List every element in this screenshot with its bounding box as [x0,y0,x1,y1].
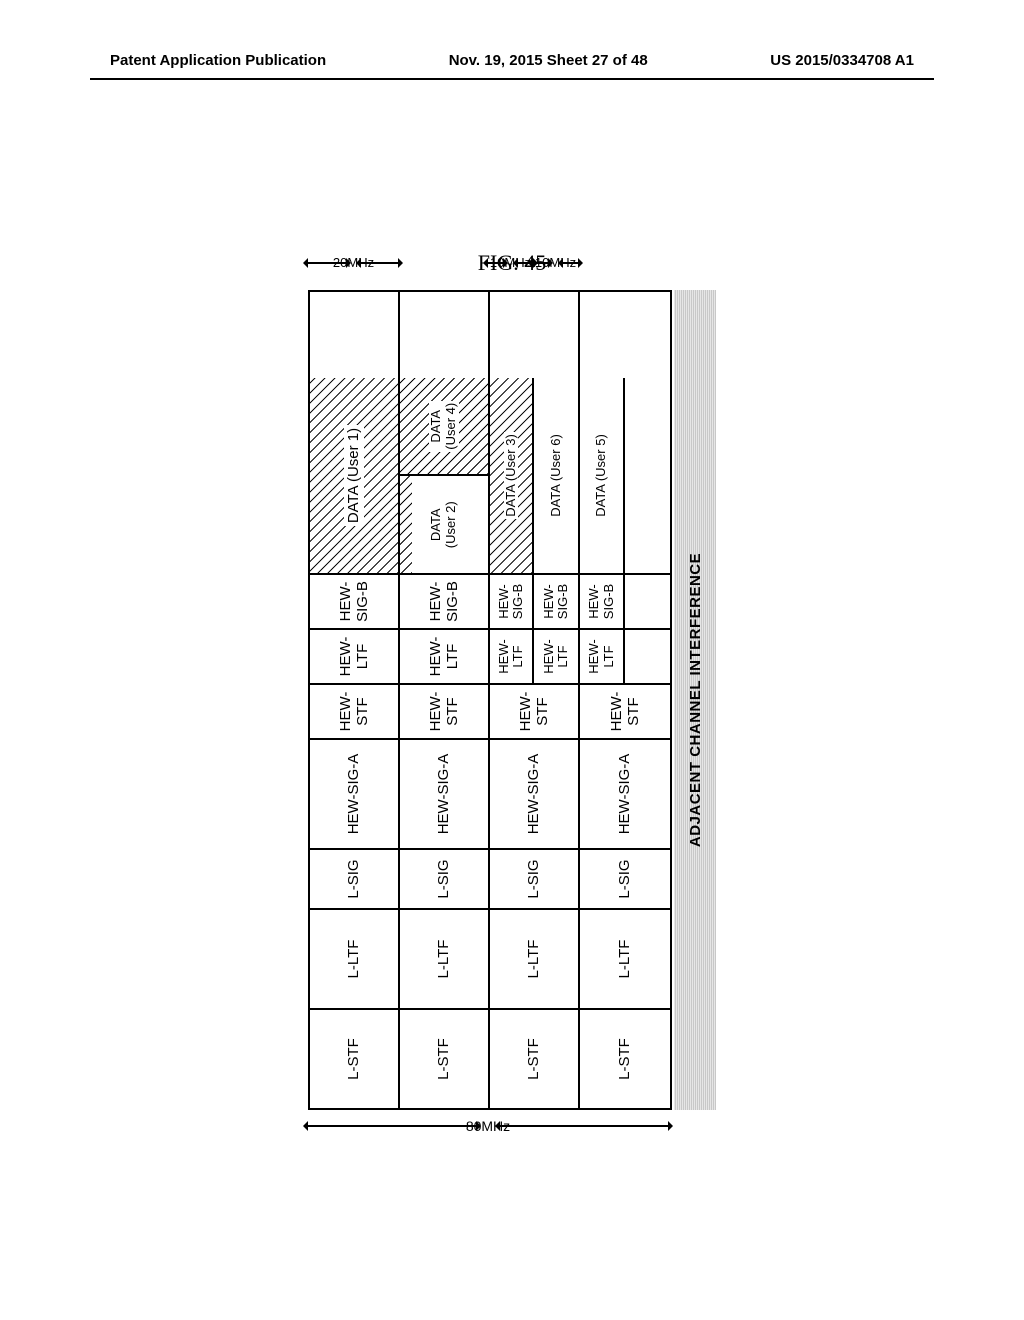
cell-lltf: L-LTF [580,908,670,1008]
cell-data-user4: DATA (User 4) [400,378,488,475]
cell-empty [625,378,670,573]
cell-stf: HEW- STF [580,683,670,738]
cell-data-user6: DATA (User 6) [534,378,578,573]
cell-siga: HEW-SIG-A [400,738,488,848]
cell-sigb: HEW- SIG-B [490,573,534,628]
cell-siga: HEW-SIG-A [580,738,670,848]
cell-lltf: L-LTF [310,908,398,1008]
cell-ltf-split: HEW- LTF [580,628,670,683]
cell-stf: HEW- STF [400,683,488,738]
cell-lstf: L-STF [580,1008,670,1108]
cell-siga: HEW-SIG-A [310,738,398,848]
cell-data-user1: DATA (User 1) [310,378,398,573]
dim-20mhz: 20MHz [308,242,398,283]
header-left: Patent Application Publication [110,52,326,69]
data-user3-label: DATA (User 3) [504,432,518,519]
diagram-wrap: 80MHz 20MHz 10MHz 10MHz [308,290,716,1110]
cell-lstf: L-STF [400,1008,488,1108]
cell-lstf: L-STF [310,1008,398,1108]
cell-ltf-split: HEW- LTF HEW- LTF [490,628,578,683]
cell-ltf [625,628,670,683]
cell-sigb-split: HEW- SIG-B HEW- SIG-B [490,573,578,628]
cell-data-user2: DATA (User 2) [400,475,488,574]
cell-lsig: L-SIG [580,848,670,908]
cell-lsig: L-SIG [400,848,488,908]
page-header: Patent Application Publication Nov. 19, … [0,52,1024,69]
cell-data-split: DATA (User 3) DATA (User 6) [490,378,578,573]
header-center: Nov. 19, 2015 Sheet 27 of 48 [449,52,648,69]
cell-ltf: HEW- LTF [400,628,488,683]
cell-ltf: HEW- LTF [534,628,578,683]
cell-stf: HEW- STF [310,683,398,738]
frame-table: L-STF L-LTF L-SIG HEW-SIG-A HEW- STF HEW… [308,290,672,1110]
cell-lltf: L-LTF [400,908,488,1008]
cell-data-user5: DATA (User 5) [580,378,625,573]
cell-data-user3: DATA (User 3) [490,378,534,573]
cell-sigb-split: HEW- SIG-B [580,573,670,628]
cell-sigb: HEW- SIG-B [580,573,625,628]
data-user2-label: DATA (User 2) [429,499,459,550]
cell-lltf: L-LTF [490,908,578,1008]
cell-siga: HEW-SIG-A [490,738,578,848]
cell-stf: HEW- STF [490,683,578,738]
cell-lsig: L-SIG [490,848,578,908]
diagram: 80MHz 20MHz 10MHz 10MHz [308,290,716,1110]
cell-ltf: HEW- LTF [490,628,534,683]
cell-ltf: HEW- LTF [310,628,398,683]
dim-80mhz: 80MHz [308,1104,668,1148]
interference-label: ADJACENT CHANNEL INTERFERENCE [687,553,704,847]
table-row: L-STF L-LTF L-SIG HEW-SIG-A HEW- STF HEW… [490,292,580,1108]
cell-data-row2: DATA (User 2) DATA (User 4) [400,378,488,573]
cell-lsig: L-SIG [310,848,398,908]
table-row: L-STF L-LTF L-SIG HEW-SIG-A HEW- STF HEW… [400,292,490,1108]
cell-ltf: HEW- LTF [580,628,625,683]
cell-sigb [625,573,670,628]
table-row: L-STF L-LTF L-SIG HEW-SIG-A HEW- STF HEW… [580,292,670,1108]
header-rule [90,78,934,80]
page: Patent Application Publication Nov. 19, … [0,0,1024,1320]
header-right: US 2015/0334708 A1 [770,52,914,69]
data-user4-label: DATA (User 4) [429,401,459,452]
cell-sigb: HEW- SIG-B [400,573,488,628]
cell-sigb: HEW- SIG-B [534,573,578,628]
cell-lstf: L-STF [490,1008,578,1108]
interference-band: ADJACENT CHANNEL INTERFERENCE [674,290,716,1110]
cell-data-row4: DATA (User 5) [580,378,670,573]
data-user1-label: DATA (User 1) [344,425,363,526]
table-row: L-STF L-LTF L-SIG HEW-SIG-A HEW- STF HEW… [310,292,400,1108]
dims-right: 20MHz 10MHz 10MHz [308,242,578,283]
cell-sigb: HEW- SIG-B [310,573,398,628]
dim-10mhz-b: 10MHz [533,242,578,283]
